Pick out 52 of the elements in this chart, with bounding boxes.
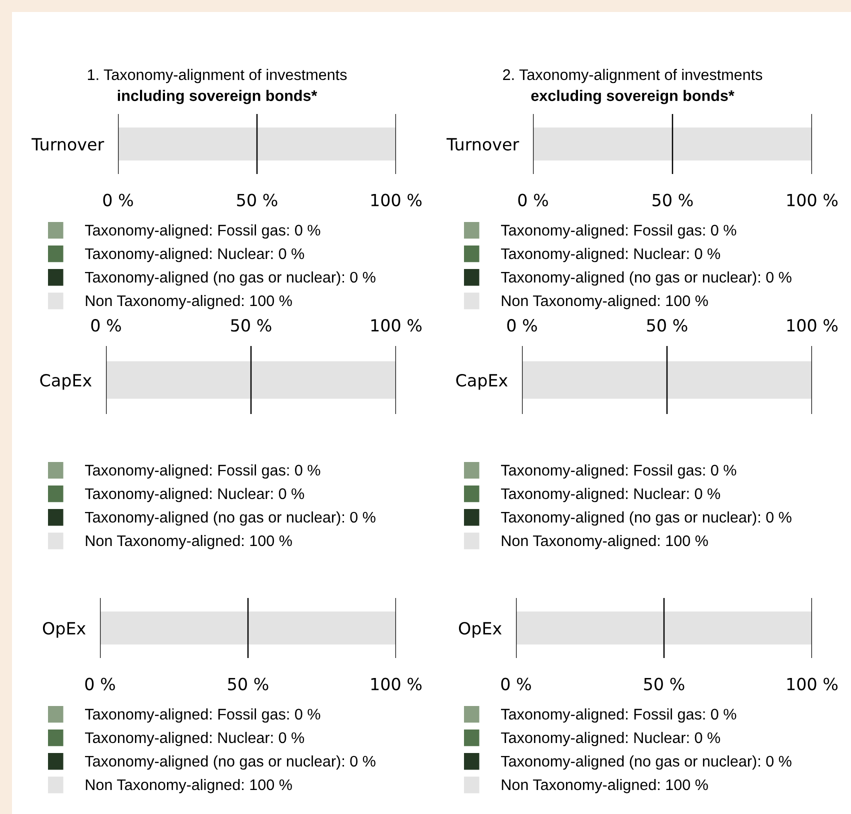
x-tick-label: 50 %	[228, 678, 268, 690]
y-tick-label: CapEx	[456, 374, 508, 390]
legend-label: Taxonomy-aligned: Nuclear: 0 %	[85, 732, 304, 746]
legend-label: Taxonomy-aligned (no gas or nuclear): 0 %	[501, 271, 792, 286]
legend-label: Non Taxonomy-aligned: 100 %	[502, 778, 708, 794]
x-tick-label: 0 %	[518, 194, 548, 206]
y-tick-label: CapEx	[40, 374, 92, 390]
x-tick-label: 0 %	[91, 319, 121, 332]
legend-label: Non Taxonomy-aligned: 100 %	[86, 294, 292, 310]
x-tick-label: 50 %	[652, 194, 693, 206]
x-tick-label: 0 %	[507, 319, 537, 332]
legend-label: Non Taxonomy-aligned: 100 %	[86, 778, 292, 794]
legend-label: Non Taxonomy-aligned: 100 %	[502, 294, 708, 310]
legend-label: Taxonomy-aligned: Fossil gas: 0 %	[85, 464, 320, 479]
x-tick-label: 100 %	[371, 678, 422, 690]
legend-label: Taxonomy-aligned: Fossil gas: 0 %	[501, 224, 736, 239]
legend-label: Taxonomy-aligned: Fossil gas: 0 %	[85, 224, 320, 239]
chart-title: 2. Taxonomy-alignment of investments	[503, 68, 762, 84]
x-tick-label: 100 %	[787, 678, 838, 690]
x-tick-label: 0 %	[85, 678, 115, 690]
chart-subtitle: including sovereign bonds*	[118, 90, 318, 104]
text: Non Taxonomy-aligned: 100 %	[86, 534, 292, 550]
x-tick-label: 100 %	[787, 194, 838, 206]
x-tick-label: 50 %	[237, 194, 278, 206]
x-tick-label: 50 %	[644, 678, 684, 690]
legend-label: Taxonomy-aligned: Nuclear: 0 %	[85, 488, 304, 502]
y-tick-label: Turnover	[32, 138, 104, 151]
x-tick-label: 0 %	[103, 194, 133, 206]
x-tick-label: 100 %	[787, 319, 838, 332]
x-tick-label: 100 %	[371, 319, 422, 332]
legend-label: Taxonomy-aligned: Nuclear: 0 %	[501, 488, 720, 502]
legend-label: Taxonomy-aligned (no gas or nuclear): 0 %	[85, 511, 376, 526]
x-tick-label: 50 %	[231, 319, 272, 332]
x-tick-label: 0 %	[501, 678, 531, 690]
y-tick-label: OpEx	[458, 622, 502, 638]
chart-title: 1. Taxonomy-alignment of investments	[88, 68, 347, 84]
legend-label: Taxonomy-aligned: Fossil gas: 0 %	[501, 464, 736, 479]
legend-label: Taxonomy-aligned (no gas or nuclear): 0 %	[501, 755, 792, 770]
legend-label: Taxonomy-aligned: Nuclear: 0 %	[501, 248, 720, 262]
y-tick-label: Turnover	[446, 138, 520, 151]
legend-label: Taxonomy-aligned: Fossil gas: 0 %	[85, 708, 320, 723]
x-tick-label: 50 %	[647, 319, 688, 332]
x-tick-label: 100 %	[371, 194, 422, 206]
legend-label: Taxonomy-aligned: Nuclear: 0 %	[85, 248, 304, 262]
chart-subtitle: excluding sovereign bonds*	[531, 90, 734, 104]
legend-label: Taxonomy-aligned (no gas or nuclear): 0 %	[85, 271, 376, 286]
legend-label: Taxonomy-aligned (no gas or nuclear): 0 %	[501, 511, 792, 526]
legend-label: Taxonomy-aligned (no gas or nuclear): 0 %	[85, 755, 376, 770]
text: Non Taxonomy-aligned: 100 %	[502, 534, 708, 550]
y-tick-label: OpEx	[42, 622, 86, 638]
legend-label: Taxonomy-aligned: Fossil gas: 0 %	[501, 708, 736, 723]
legend-label: Taxonomy-aligned: Nuclear: 0 %	[501, 732, 720, 746]
